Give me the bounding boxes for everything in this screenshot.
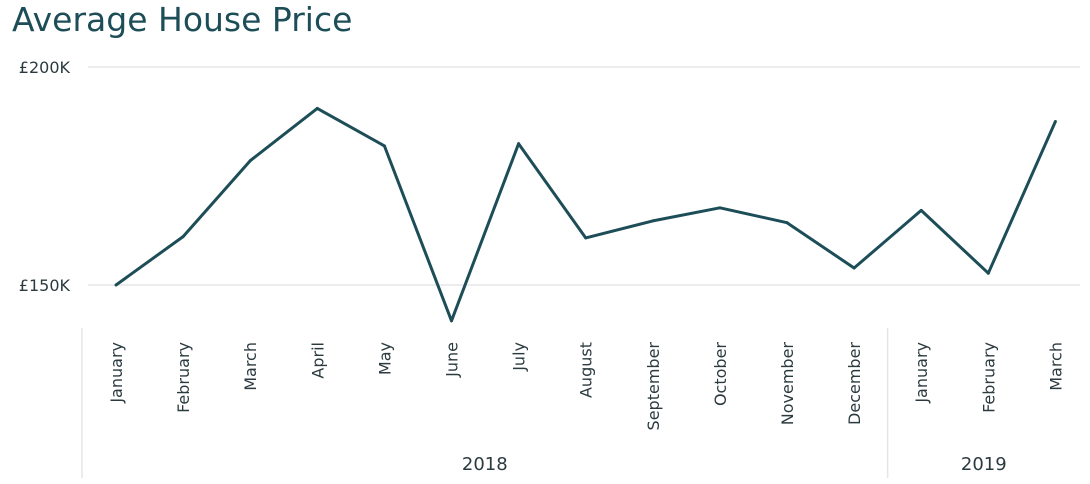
y-axis: £150K £200K (19, 58, 71, 295)
data-point (785, 221, 789, 225)
year-label: 2019 (961, 454, 1007, 475)
data-point (517, 142, 521, 146)
gridlines (88, 66, 1080, 286)
year-label: 2018 (462, 454, 508, 475)
x-tick-label: April (308, 342, 327, 379)
data-point (450, 319, 453, 323)
x-tick-label: March (1046, 342, 1065, 391)
x-tick-label: February (979, 342, 998, 413)
data-point (718, 206, 722, 210)
data-point (382, 144, 386, 148)
x-tick-label: September (644, 342, 663, 431)
x-tick-label: March (241, 342, 260, 391)
x-tick-label: November (778, 342, 797, 426)
data-point (181, 235, 185, 239)
x-tick-label: December (845, 342, 864, 425)
chart-title: Average House Price (12, 0, 353, 39)
data-point (584, 236, 588, 240)
data-point (1053, 120, 1057, 123)
data-point (248, 159, 252, 163)
x-tick-label: January (912, 342, 931, 404)
data-point (986, 271, 990, 275)
x-axis: January February March April May June July Augu… (107, 342, 1065, 431)
data-point (651, 219, 655, 223)
x-tick-label: January (107, 342, 126, 404)
data-point (919, 208, 923, 212)
data-point (114, 283, 118, 287)
data-point (315, 106, 319, 110)
x-tick-label: June (443, 342, 462, 378)
x-tick-label: February (174, 342, 193, 413)
data-point (852, 266, 856, 270)
x-tick-label: May (375, 342, 394, 375)
x-tick-label: August (577, 342, 596, 398)
series-line (115, 106, 1057, 323)
y-tick-label: £200K (19, 58, 71, 77)
year-axis: 2018 2019 (81, 328, 1007, 478)
y-tick-label: £150K (19, 276, 71, 295)
x-tick-label: October (711, 342, 730, 406)
x-tick-label: July (510, 342, 529, 372)
